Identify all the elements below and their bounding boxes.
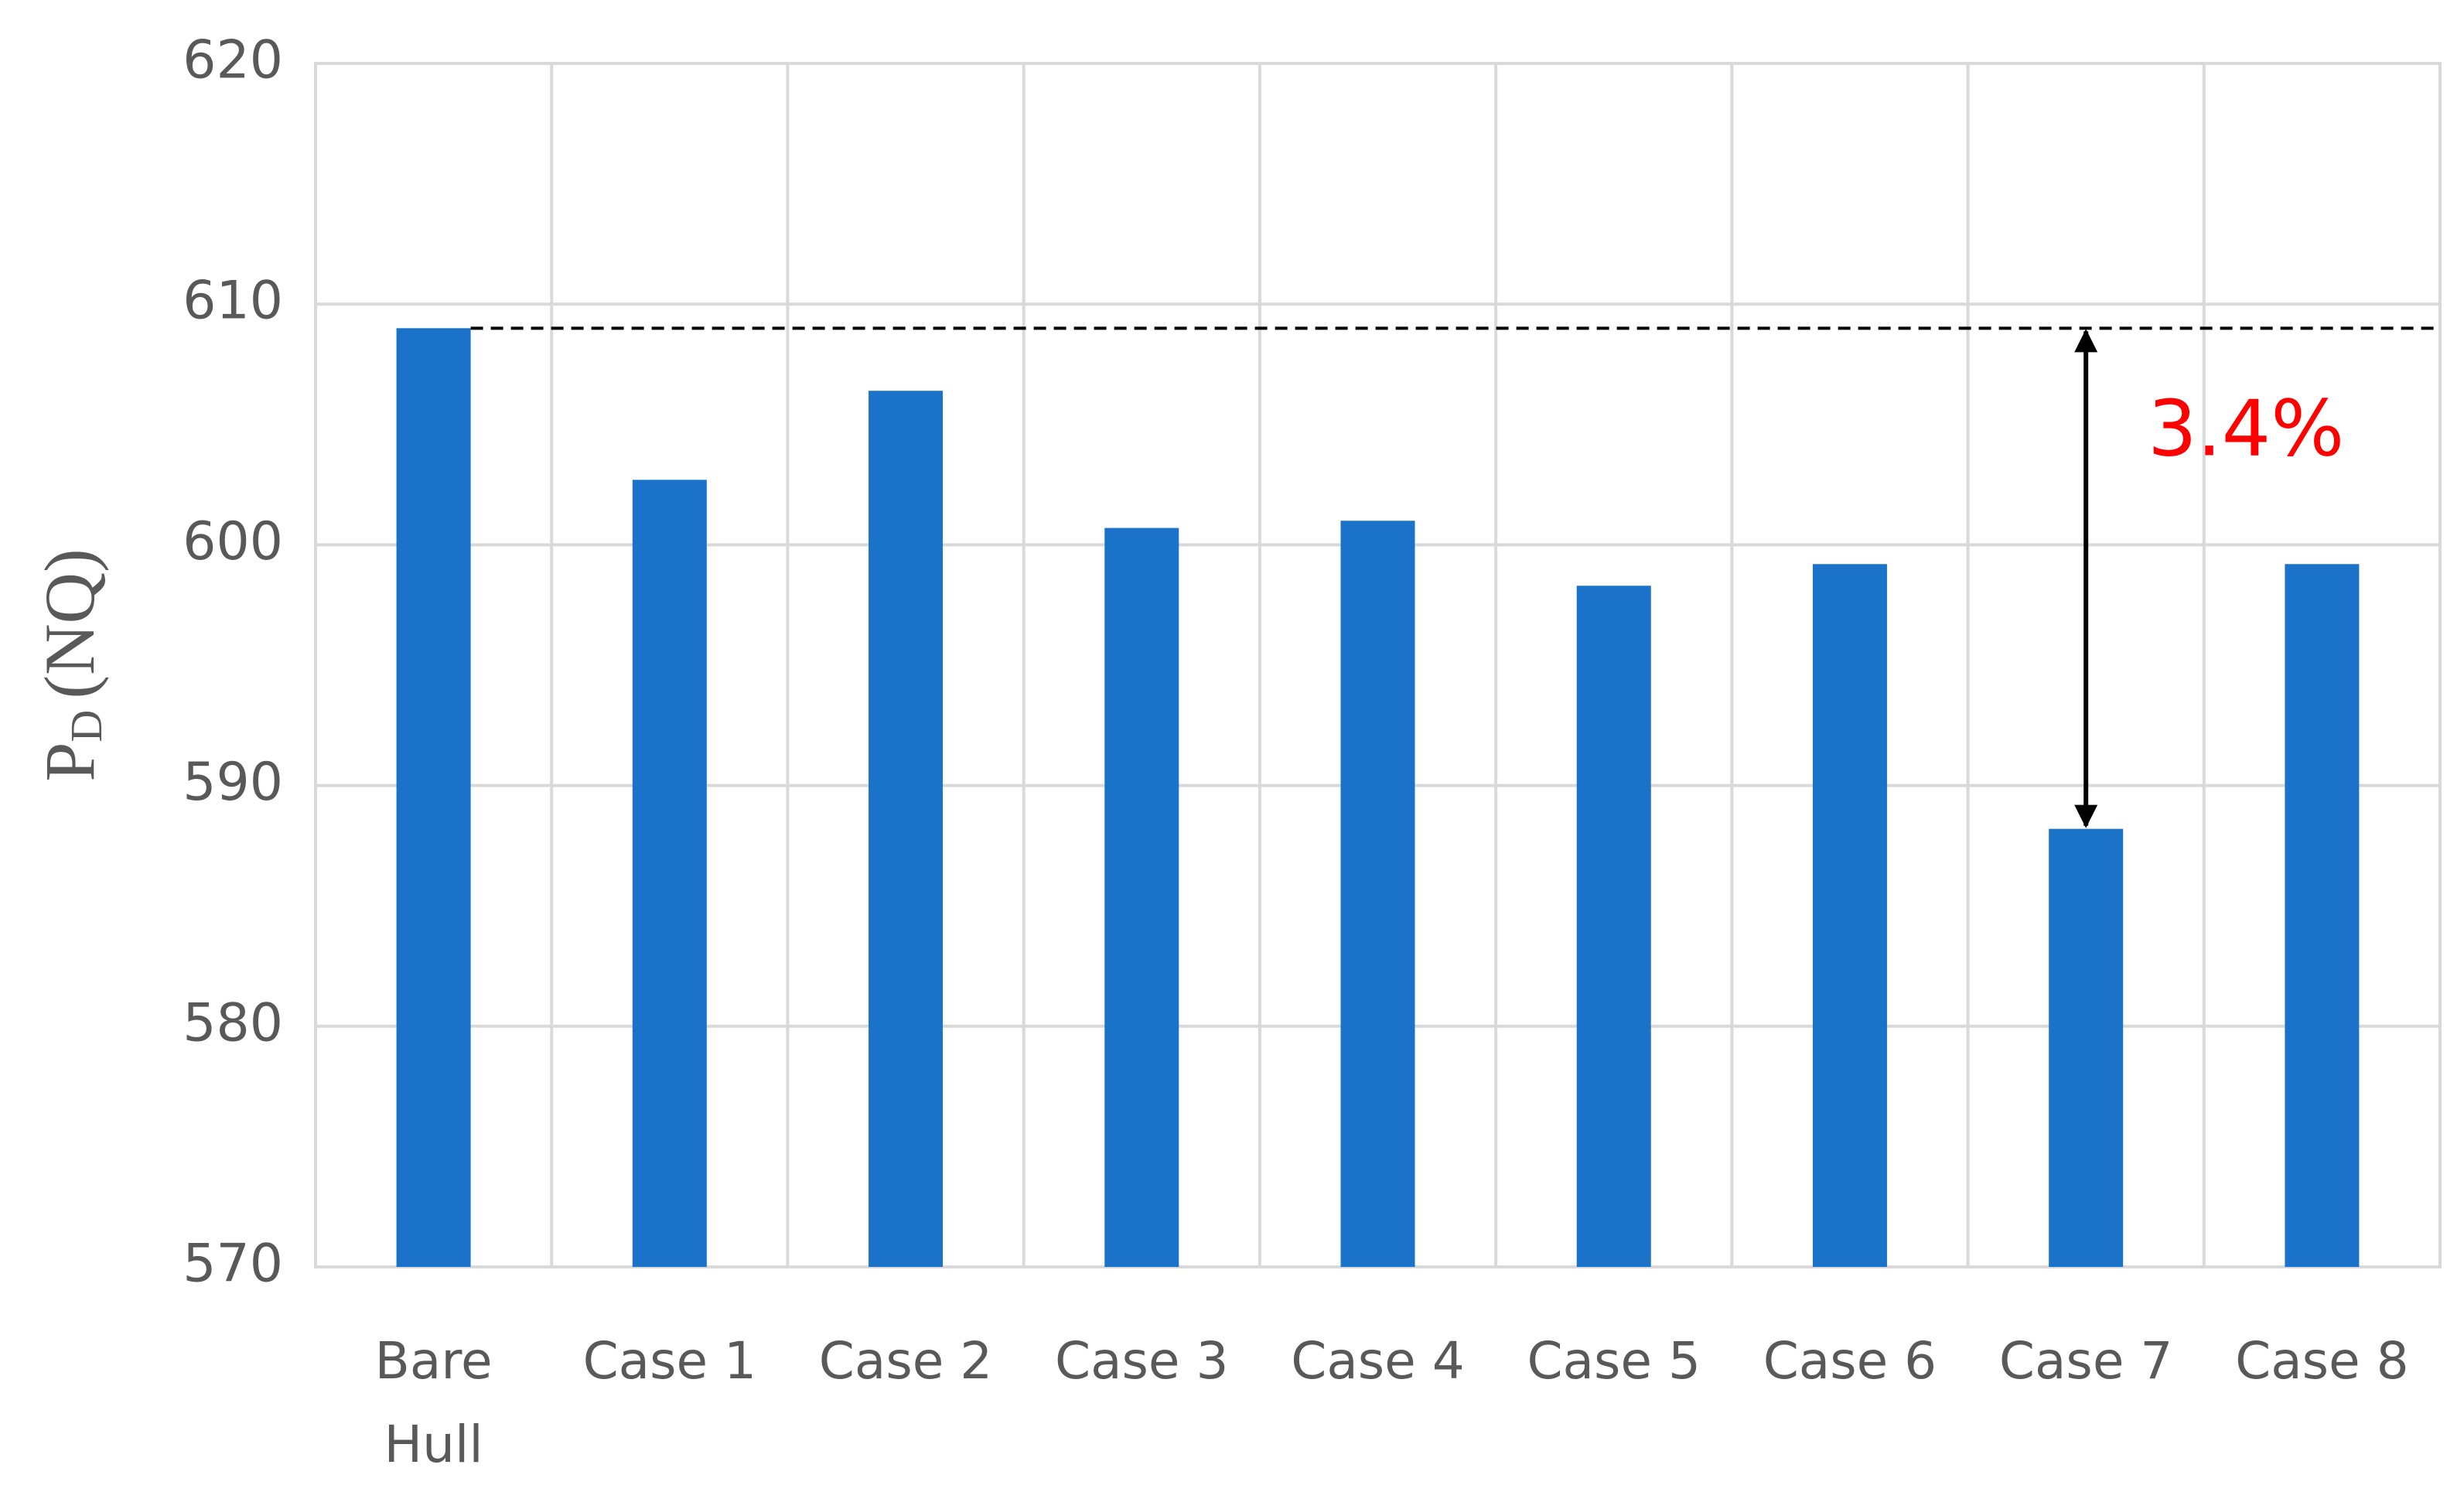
x-tick-label: Bare Hull [374, 1331, 493, 1474]
bar [1104, 527, 1179, 1267]
x-tick-label: Case 2 [818, 1331, 993, 1391]
x-tick-label: Case 8 [2235, 1331, 2409, 1391]
bar [2285, 564, 2360, 1267]
y-tick-label: 600 [183, 511, 283, 572]
y-tick-label: 580 [183, 992, 283, 1053]
bar [1812, 564, 1887, 1267]
x-tick-label: Case 5 [1527, 1331, 1701, 1391]
x-tick-label: Case 1 [582, 1331, 757, 1391]
bar [396, 328, 471, 1267]
y-label-main: P [30, 742, 109, 781]
y-label-unit: (NQ) [30, 548, 109, 698]
bar [1576, 586, 1651, 1267]
bar [632, 480, 707, 1267]
x-tick-label: Case 6 [1763, 1331, 1937, 1391]
y-tick-label: 610 [183, 271, 283, 332]
x-tick-label: Case 3 [1055, 1331, 1229, 1391]
x-tick-label: Case 4 [1291, 1331, 1465, 1391]
bar [869, 391, 944, 1268]
bar [1340, 521, 1415, 1267]
y-tick-label: 570 [183, 1234, 283, 1295]
y-tick-label: 620 [183, 30, 283, 91]
bar [2049, 828, 2124, 1267]
x-tick-label: Case 7 [1998, 1331, 2173, 1391]
y-label-sub: D [61, 710, 111, 743]
y-tick-label: 590 [183, 752, 283, 813]
y-axis-label: PD (NQ) [30, 548, 111, 781]
annotation: 3.4% [2148, 383, 2344, 473]
